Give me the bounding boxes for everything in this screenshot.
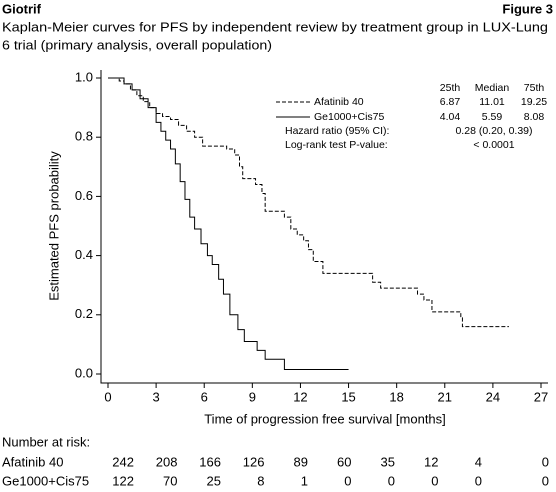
x-tick-label: 18 [389, 389, 403, 404]
risk-count: 1 [301, 473, 308, 488]
legend-stat: 4.04 [440, 111, 461, 123]
chart-title: Kaplan-Meier curves for PFS by independe… [2, 19, 548, 34]
risk-count: 8 [257, 473, 264, 488]
note-label: Hazard ratio (95% CI): [285, 125, 389, 137]
risk-count: 0 [542, 454, 549, 469]
risk-count: 0 [388, 473, 395, 488]
risk-count: 208 [156, 454, 178, 469]
note-value: < 0.0001 [473, 139, 514, 151]
legend-stat: 19.25 [521, 96, 547, 108]
note-value: 0.28 (0.20, 0.39) [455, 125, 532, 137]
header-right: Figure 3 [502, 1, 553, 16]
y-tick-label: 0.2 [75, 306, 93, 321]
x-tick-label: 21 [438, 389, 452, 404]
x-tick-label: 9 [249, 389, 256, 404]
legend-stat: 6.87 [440, 96, 461, 108]
km-curve [108, 77, 509, 328]
x-tick-label: 3 [152, 389, 159, 404]
risk-row-name: Ge1000+Cis75 [2, 473, 89, 488]
risk-count: 70 [163, 473, 177, 488]
risk-count: 89 [294, 454, 308, 469]
risk-count: 126 [243, 454, 265, 469]
x-axis-label: Time of progression free survival [month… [204, 411, 446, 426]
x-tick-label: 24 [486, 389, 500, 404]
legend-stat: 8.08 [524, 111, 545, 123]
legend-stat: 11.01 [479, 96, 505, 108]
x-tick-label: 15 [341, 389, 355, 404]
legend-header: Median [475, 82, 510, 94]
y-tick-label: 0.0 [75, 365, 93, 380]
risk-count: 242 [112, 454, 134, 469]
x-tick-label: 0 [104, 389, 111, 404]
risk-count: 0 [344, 473, 351, 488]
legend-label: Afatinib 40 [314, 96, 364, 108]
chart-title: 6 trial (primary analysis, overall popul… [2, 37, 272, 52]
x-tick-label: 6 [201, 389, 208, 404]
risk-count: 25 [207, 473, 221, 488]
y-tick-label: 1.0 [75, 69, 93, 84]
legend-header: 25th [440, 82, 461, 94]
risk-title: Number at risk: [2, 434, 90, 449]
x-tick-label: 27 [534, 389, 548, 404]
header-left: Giotrif [2, 1, 42, 16]
note-label: Log-rank test P-value: [285, 139, 388, 151]
y-tick-label: 0.6 [75, 188, 93, 203]
risk-count: 166 [199, 454, 221, 469]
legend-label: Ge1000+Cis75 [314, 111, 385, 123]
risk-count: 60 [337, 454, 351, 469]
risk-count: 0 [475, 473, 482, 488]
y-tick-label: 0.4 [75, 247, 93, 262]
km-curve [108, 77, 349, 371]
risk-count: 35 [381, 454, 395, 469]
y-tick-label: 0.8 [75, 129, 93, 144]
risk-count: 122 [112, 473, 134, 488]
risk-count: 12 [424, 454, 438, 469]
axes [100, 70, 548, 384]
risk-row-name: Afatinib 40 [2, 454, 63, 469]
legend-header: 75th [524, 82, 545, 94]
y-axis-label: Estimated PFS probability [46, 151, 61, 301]
x-tick-label: 12 [293, 389, 307, 404]
risk-count: 0 [542, 473, 549, 488]
risk-count: 0 [431, 473, 438, 488]
legend-stat: 5.59 [482, 111, 503, 123]
risk-count: 4 [475, 454, 482, 469]
